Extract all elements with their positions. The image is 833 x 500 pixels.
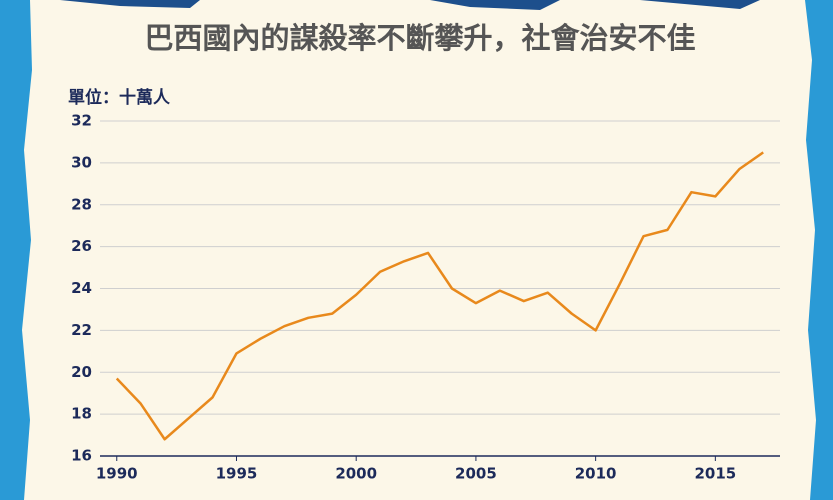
y-tick-label: 24 bbox=[71, 279, 92, 297]
x-tick-label: 2000 bbox=[335, 465, 377, 483]
x-tick-label: 1995 bbox=[216, 465, 258, 483]
y-axis-label: 單位：十萬人 bbox=[68, 87, 171, 108]
y-tick-label: 16 bbox=[71, 447, 92, 465]
x-tick-label: 2005 bbox=[455, 465, 497, 483]
decoration bbox=[60, 0, 760, 10]
y-tick-label: 22 bbox=[71, 321, 92, 339]
x-tick-label: 2015 bbox=[694, 465, 736, 483]
data-line bbox=[115, 151, 764, 441]
y-tick-label: 26 bbox=[71, 237, 92, 255]
x-tick-label: 2010 bbox=[575, 465, 617, 483]
y-tick-label: 30 bbox=[71, 153, 92, 171]
y-tick-label: 20 bbox=[71, 363, 92, 381]
y-tick-label: 18 bbox=[71, 405, 92, 423]
y-tick-label: 32 bbox=[71, 112, 92, 130]
y-tick-label: 28 bbox=[71, 195, 92, 213]
x-tick-label: 1990 bbox=[96, 465, 138, 483]
chart-title: 巴西國內的謀殺率不斷攀升，社會治安不佳 bbox=[144, 21, 695, 55]
paper bbox=[22, 0, 816, 500]
